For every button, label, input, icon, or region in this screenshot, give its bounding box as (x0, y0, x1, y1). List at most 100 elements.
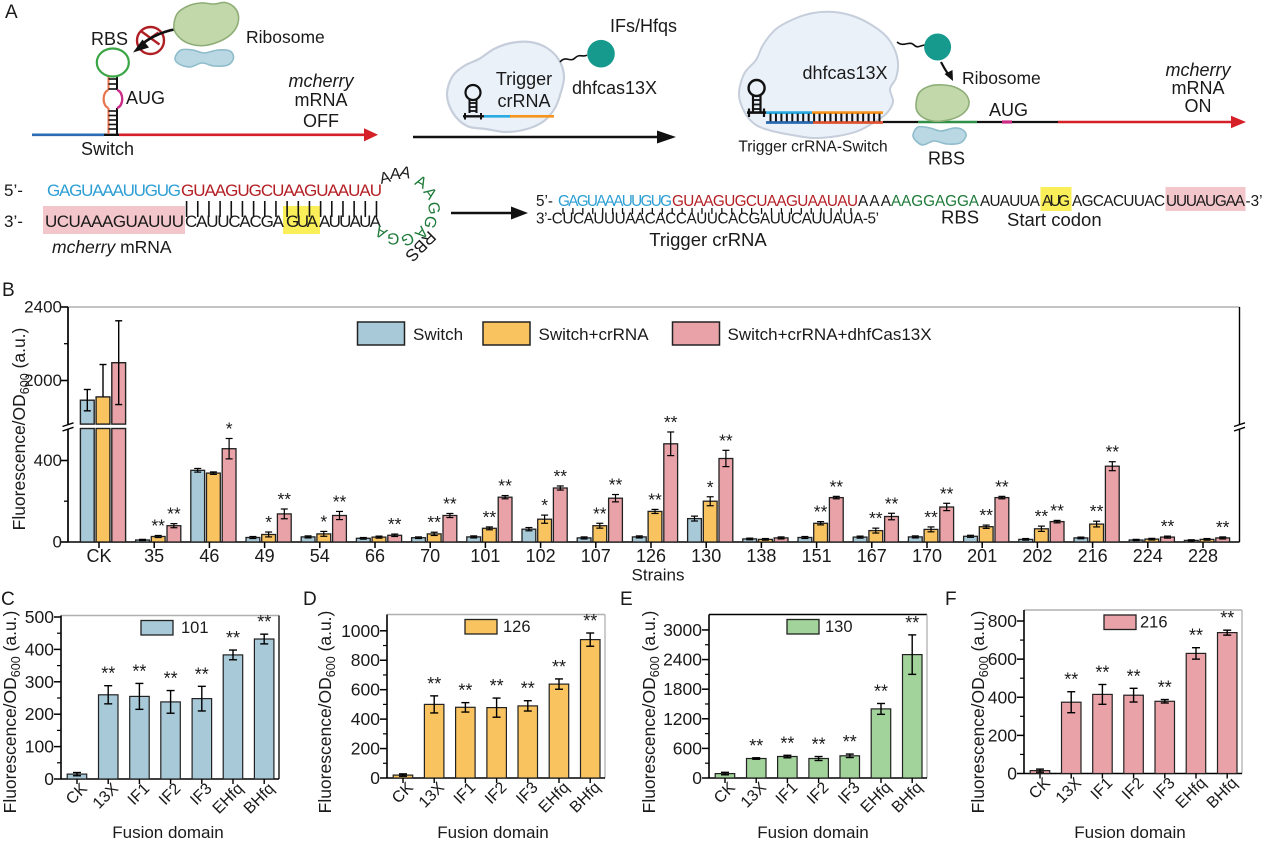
svg-text:130: 130 (691, 546, 721, 566)
svg-text:107: 107 (581, 546, 611, 566)
svg-text:800: 800 (351, 650, 380, 670)
svg-text:300: 300 (25, 672, 54, 692)
svg-text:224: 224 (1133, 546, 1163, 566)
svg-text:**: ** (1127, 666, 1141, 686)
svg-text:**: ** (167, 504, 181, 524)
svg-text:mRNA: mRNA (1172, 78, 1225, 98)
svg-text:49: 49 (255, 546, 275, 566)
svg-text:Fusion domain: Fusion domain (437, 823, 549, 842)
svg-text:Ribosome: Ribosome (246, 27, 325, 47)
svg-text:130: 130 (825, 618, 853, 636)
svg-text:UCUAAAGUAUUU: UCUAAAGUAUUU (45, 212, 184, 231)
svg-text:200: 200 (988, 725, 1017, 745)
svg-text:**: ** (1090, 501, 1104, 521)
svg-text:**: ** (101, 664, 115, 684)
svg-text:AUAUUA: AUAUUA (980, 193, 1041, 210)
svg-text:100: 100 (25, 737, 54, 757)
svg-text:**: ** (1189, 626, 1203, 646)
svg-text:Trigger crRNA-Switch: Trigger crRNA-Switch (738, 139, 887, 156)
svg-text:**: ** (521, 679, 535, 699)
svg-text:**: ** (164, 669, 178, 689)
svg-text:mRNA: mRNA (295, 90, 348, 110)
svg-text:F: F (945, 589, 957, 610)
svg-text:OFF: OFF (303, 111, 339, 131)
svg-text:Switch+crRNA: Switch+crRNA (539, 325, 650, 344)
svg-text:IFs/Hfqs: IFs/Hfqs (610, 16, 677, 36)
svg-text:crRNA: crRNA (498, 91, 551, 111)
svg-text:0: 0 (53, 533, 62, 552)
svg-text:126: 126 (503, 618, 531, 636)
svg-text:Switch+crRNA+dhfCas13X: Switch+crRNA+dhfCas13X (728, 325, 932, 344)
svg-text:**: ** (905, 613, 919, 633)
svg-text:600: 600 (988, 649, 1017, 669)
svg-text:**: ** (979, 505, 993, 525)
svg-text:dhfcas13X: dhfcas13X (802, 63, 887, 83)
svg-text:**: ** (924, 507, 938, 527)
svg-text:A: A (398, 163, 413, 182)
svg-text:Fusion domain: Fusion domain (757, 823, 869, 842)
svg-text:**: ** (749, 736, 763, 756)
svg-text:AAA: AAA (858, 193, 892, 210)
svg-text:**: ** (995, 476, 1009, 496)
svg-text:**: ** (648, 489, 662, 509)
svg-text:**: ** (1220, 608, 1234, 628)
svg-text:**: ** (583, 611, 597, 631)
svg-text:**: ** (843, 732, 857, 752)
svg-text:**: ** (885, 493, 899, 513)
svg-text:**: ** (490, 676, 504, 696)
svg-text:**: ** (719, 430, 733, 450)
svg-text:**: ** (151, 516, 165, 536)
svg-text:0: 0 (1007, 764, 1017, 784)
svg-text:800: 800 (988, 611, 1017, 631)
svg-text:Start codon: Start codon (1007, 209, 1102, 230)
svg-text:Trigger crRNA: Trigger crRNA (649, 229, 767, 250)
svg-text:400: 400 (25, 639, 54, 659)
svg-text:*: * (707, 477, 714, 497)
svg-text:Fluorescence/OD600 (a.u.): Fluorescence/OD600 (a.u.) (0, 611, 23, 814)
svg-text:**: ** (277, 489, 291, 509)
svg-text:*: * (320, 511, 327, 531)
svg-text:**: ** (483, 507, 497, 527)
svg-text:400: 400 (34, 451, 62, 470)
svg-text:AUUAUA: AUUAUA (319, 212, 382, 231)
svg-text:*: * (541, 495, 548, 515)
svg-text:RBS: RBS (91, 29, 128, 49)
svg-text:**: ** (498, 476, 512, 496)
svg-text:GUAAGUGCUAAGUAAUAU: GUAAGUGCUAAGUAAUAU (181, 181, 382, 200)
svg-text:GUA: GUA (286, 212, 319, 231)
svg-text:1200: 1200 (663, 709, 702, 729)
svg-text:GAGUAAAUUGUG: GAGUAAAUUGUG (47, 181, 181, 200)
svg-text:E: E (620, 589, 633, 610)
svg-text:**: ** (664, 412, 678, 432)
svg-text:ON: ON (1185, 96, 1212, 116)
svg-text:AAGGAGGA: AAGGAGGA (891, 193, 980, 210)
svg-text:126: 126 (636, 546, 666, 566)
svg-text:**: ** (1161, 516, 1175, 536)
svg-text:Switch: Switch (81, 139, 134, 159)
svg-text:5’-: 5’- (536, 193, 553, 210)
svg-text:**: ** (593, 503, 607, 523)
svg-text:CK: CK (86, 546, 111, 566)
svg-text:0: 0 (370, 768, 380, 788)
svg-text:GUAAGUGCUAAGUAAUAU: GUAAGUGCUAAGUAAUAU (672, 193, 858, 210)
svg-text:228: 228 (1188, 546, 1218, 566)
svg-text:**: ** (780, 733, 794, 753)
svg-text:101: 101 (181, 619, 209, 637)
svg-text:170: 170 (912, 546, 942, 566)
svg-text:202: 202 (1022, 546, 1052, 566)
svg-text:**: ** (195, 664, 209, 684)
svg-text:216: 216 (1078, 546, 1108, 566)
svg-text:3000: 3000 (663, 620, 702, 640)
svg-text:*: * (226, 419, 233, 439)
svg-text:Ribosome: Ribosome (962, 68, 1041, 88)
svg-text:54: 54 (310, 546, 330, 566)
svg-text:**: ** (552, 657, 566, 677)
svg-text:**: ** (443, 494, 457, 514)
svg-text:46: 46 (199, 546, 219, 566)
svg-text:101: 101 (470, 546, 500, 566)
svg-text:200: 200 (351, 739, 380, 759)
svg-text:Trigger: Trigger (496, 69, 552, 89)
svg-text:**: ** (1158, 678, 1172, 698)
svg-text:D: D (303, 589, 317, 610)
svg-text:A: A (390, 166, 401, 183)
